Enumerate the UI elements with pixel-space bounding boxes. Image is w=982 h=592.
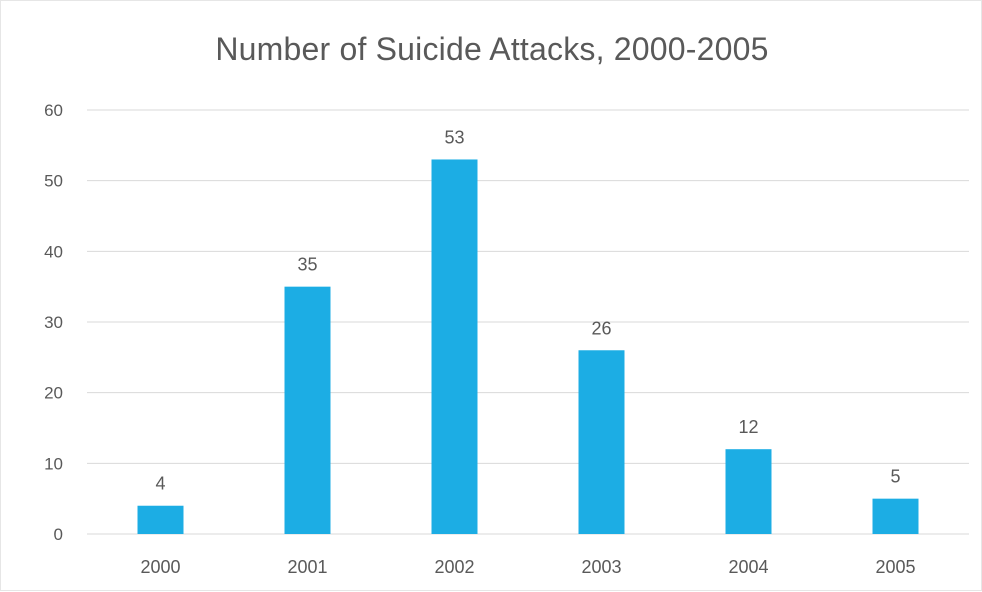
y-tick-label: 0: [54, 525, 63, 544]
data-labels: 4 35 53 26 12 5: [155, 127, 900, 493]
y-tick-label: 50: [44, 172, 63, 191]
x-tick-label-2002: 2002: [434, 557, 474, 577]
bar-2004: [725, 449, 772, 534]
data-label-2000: 4: [155, 474, 165, 494]
bar-2005: [872, 498, 919, 534]
x-axis-tick-labels: 2000 2001 2002 2003 2004 2005: [140, 557, 915, 577]
x-tick-label-2003: 2003: [581, 557, 621, 577]
x-tick-label-2004: 2004: [728, 557, 768, 577]
gridlines: [87, 109, 969, 535]
bar-2001: [284, 286, 331, 534]
bars: [137, 159, 919, 534]
y-tick-label: 30: [44, 313, 63, 332]
y-tick-label: 60: [44, 101, 63, 120]
y-tick-label: 40: [44, 242, 63, 261]
y-tick-label: 10: [44, 454, 63, 473]
x-tick-label-2005: 2005: [875, 557, 915, 577]
bar-2003: [578, 350, 625, 534]
y-axis-tick-labels: 0 10 20 30 40 50 60: [44, 101, 63, 544]
data-label-2001: 35: [297, 255, 317, 275]
data-label-2003: 26: [591, 318, 611, 338]
x-tick-label-2001: 2001: [287, 557, 327, 577]
bar-2000: [137, 505, 184, 534]
chart-title: Number of Suicide Attacks, 2000-2005: [215, 31, 769, 67]
data-label-2004: 12: [738, 417, 758, 437]
x-tick-label-2000: 2000: [140, 557, 180, 577]
y-tick-label: 20: [44, 384, 63, 403]
data-label-2002: 53: [444, 127, 464, 147]
data-label-2005: 5: [890, 467, 900, 487]
bar-2002: [431, 159, 478, 534]
